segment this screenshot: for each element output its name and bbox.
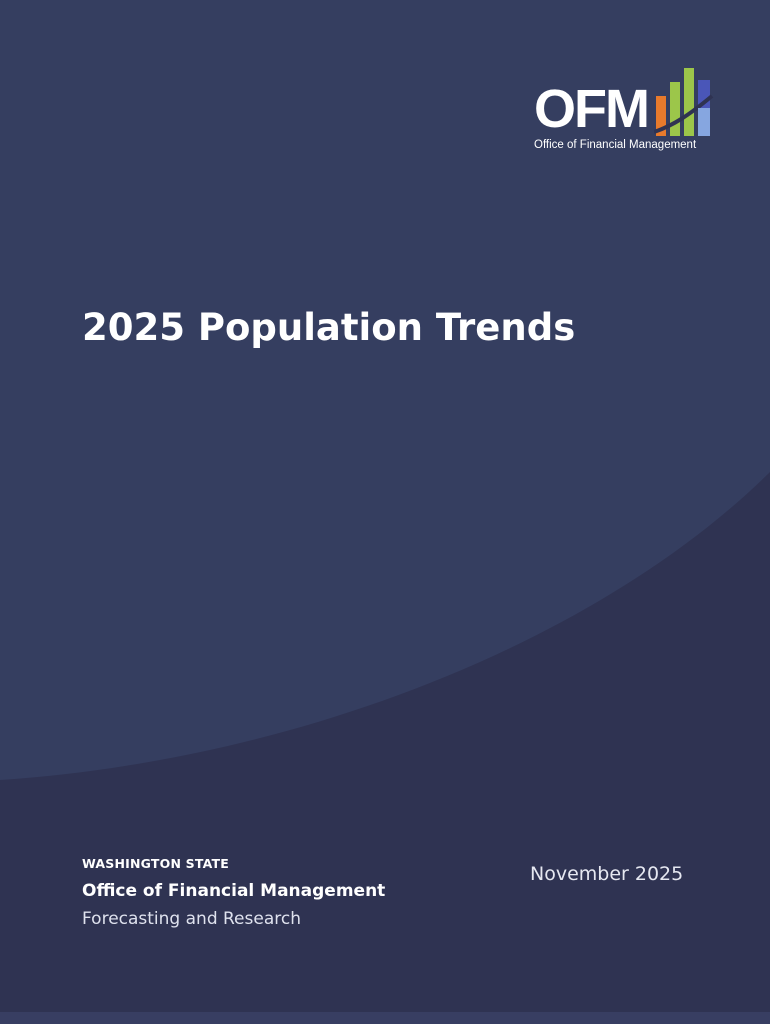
logo-wordmark: OFM xyxy=(534,79,650,139)
division-name: Forecasting and Research xyxy=(82,909,301,929)
ofm-logo: OFM Office of Financial Management xyxy=(530,62,720,154)
bottom-strip xyxy=(0,1012,770,1024)
bar-chart-growth-icon xyxy=(654,68,714,136)
publication-date: November 2025 xyxy=(530,863,684,885)
logo-subtitle: Office of Financial Management xyxy=(534,139,697,151)
publisher-block: WASHINGTON STATE Office of Financial Man… xyxy=(82,856,442,930)
agency-name: Office of Financial Management xyxy=(82,881,386,901)
document-title: 2025 Population Trends xyxy=(82,306,576,349)
state-name: WASHINGTON STATE xyxy=(82,856,230,871)
